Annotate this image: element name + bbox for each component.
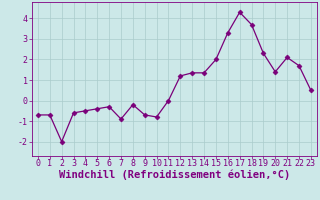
X-axis label: Windchill (Refroidissement éolien,°C): Windchill (Refroidissement éolien,°C)	[59, 170, 290, 180]
